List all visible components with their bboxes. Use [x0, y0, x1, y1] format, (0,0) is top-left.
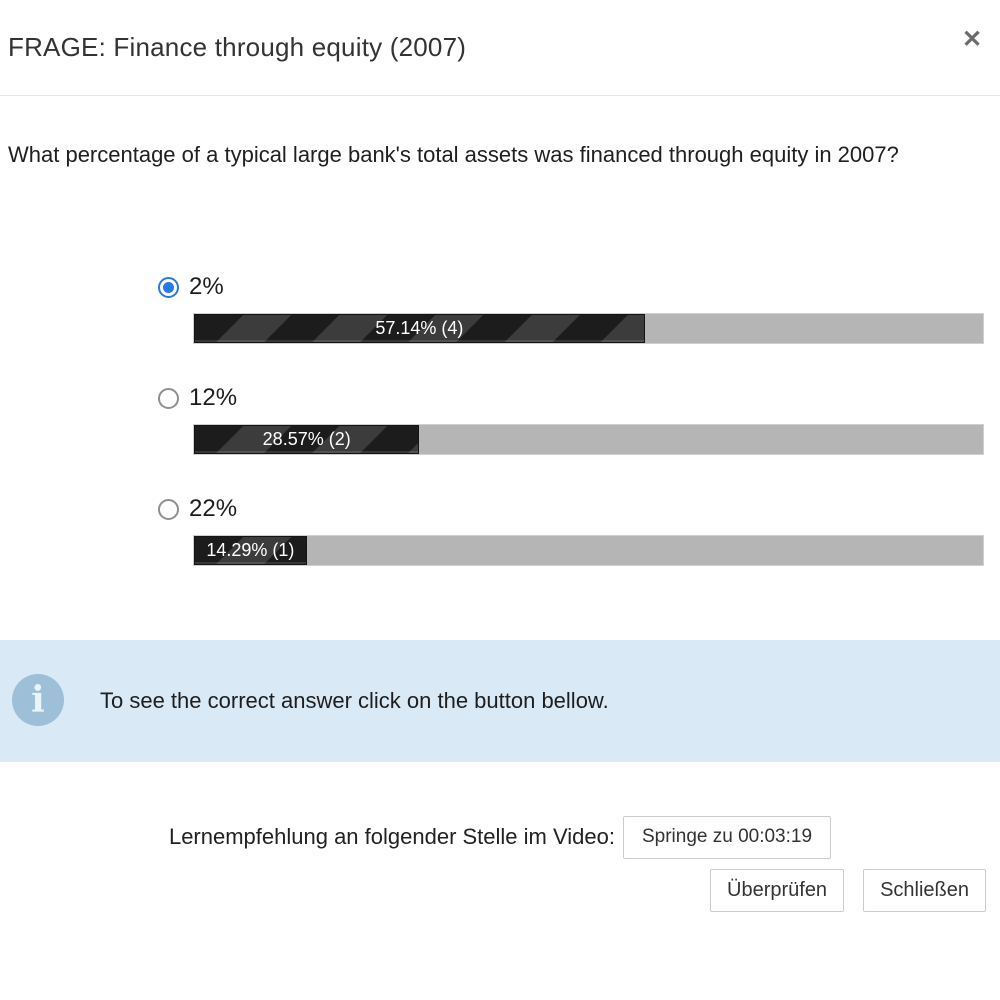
option-3-choice[interactable]: 22% — [158, 494, 984, 524]
radio-dot — [163, 393, 174, 404]
header-divider — [0, 95, 1000, 96]
result-bar-label: 57.14% (4) — [375, 318, 464, 338]
option-row: 22% 14.29% (1) — [158, 494, 984, 566]
result-bar-track: 57.14% (4) — [193, 313, 984, 344]
result-bar-track: 28.57% (2) — [193, 424, 984, 455]
close-modal-button[interactable]: Schließen — [863, 869, 986, 912]
option-label[interactable]: 2% — [189, 273, 224, 300]
radio-dot — [163, 504, 174, 515]
option-1-choice[interactable]: 2% — [158, 272, 984, 302]
option-row: 2% 57.14% (4) — [158, 272, 984, 344]
result-bar-label: 14.29% (1) — [206, 540, 295, 560]
answer-options: 2% 57.14% (4) 12% 28.57% (2) 22% — [158, 272, 984, 605]
radio-button[interactable] — [158, 498, 179, 520]
recommendation-row: Lernempfehlung an folgender Stelle im Vi… — [0, 815, 1000, 859]
result-bar-fill: 14.29% (1) — [194, 536, 307, 565]
info-banner: To see the correct answer click on the b… — [0, 640, 1000, 762]
option-label[interactable]: 12% — [189, 384, 238, 411]
result-bar-label: 28.57% (2) — [262, 429, 351, 449]
radio-dot — [163, 281, 174, 293]
radio-button[interactable] — [158, 276, 179, 298]
question-text: What percentage of a typical large bank'… — [8, 142, 899, 167]
close-button[interactable]: ✕ — [956, 24, 988, 56]
result-bar-fill: 28.57% (2) — [194, 425, 420, 454]
recommendation-label: Lernempfehlung an folgender Stelle im Vi… — [168, 824, 615, 849]
info-icon: i — [12, 674, 64, 726]
modal-title: FRAGE: Finance through equity (2007) — [8, 32, 467, 62]
result-bar-fill: 57.14% (4) — [194, 314, 645, 343]
close-icon: ✕ — [961, 26, 983, 53]
action-buttons: Überprüfen Schließen — [710, 869, 986, 912]
option-2-choice[interactable]: 12% — [158, 383, 984, 413]
check-button[interactable]: Überprüfen — [710, 869, 845, 912]
radio-button[interactable] — [158, 387, 179, 409]
info-text: To see the correct answer click on the b… — [100, 688, 609, 713]
result-bar-track: 14.29% (1) — [193, 535, 984, 566]
option-label[interactable]: 22% — [189, 495, 238, 522]
option-row: 12% 28.57% (2) — [158, 383, 984, 455]
jump-to-timestamp-button[interactable]: Springe zu 00:03:19 — [622, 815, 832, 859]
